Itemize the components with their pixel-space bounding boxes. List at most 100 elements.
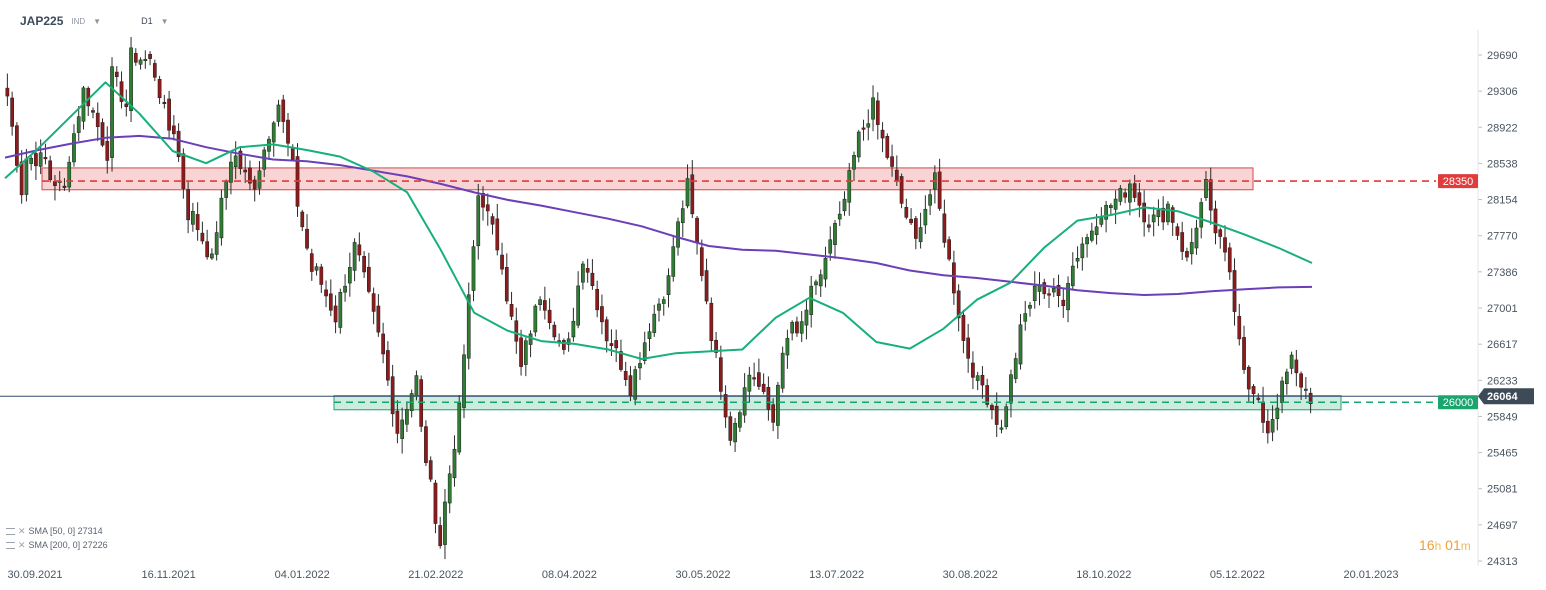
candle[interactable] <box>823 246 828 288</box>
candle[interactable] <box>595 280 600 318</box>
candle[interactable] <box>324 280 328 308</box>
candle[interactable] <box>523 337 528 377</box>
candle[interactable] <box>1109 203 1113 215</box>
candle[interactable] <box>790 320 795 341</box>
candle[interactable] <box>100 118 105 148</box>
candle[interactable] <box>395 400 400 444</box>
candle[interactable] <box>362 251 366 278</box>
candle[interactable] <box>138 57 143 70</box>
resistance-price-badge[interactable]: 28350 <box>1438 174 1478 189</box>
candle[interactable] <box>828 226 833 261</box>
candle[interactable] <box>1089 222 1094 243</box>
candle[interactable] <box>267 136 271 161</box>
candle[interactable] <box>657 298 661 322</box>
candle[interactable] <box>804 299 809 340</box>
candle[interactable] <box>961 309 966 354</box>
candle[interactable] <box>447 465 452 514</box>
candle[interactable] <box>723 385 728 428</box>
candle[interactable] <box>152 59 157 82</box>
candle[interactable] <box>614 329 619 363</box>
candle[interactable] <box>443 489 447 560</box>
candle[interactable] <box>438 516 443 549</box>
timeframe-dropdown-icon[interactable]: ▼ <box>160 16 169 26</box>
candle[interactable] <box>1289 351 1294 375</box>
candle[interactable] <box>1123 188 1127 204</box>
candle[interactable] <box>562 338 566 355</box>
candle[interactable] <box>243 156 248 183</box>
candle[interactable] <box>67 156 72 193</box>
candle[interactable] <box>1161 196 1166 231</box>
candle[interactable] <box>538 296 542 311</box>
candle[interactable] <box>604 316 609 353</box>
candle[interactable] <box>1213 200 1218 245</box>
candle[interactable] <box>818 269 823 297</box>
candle[interactable] <box>913 215 918 250</box>
candle[interactable] <box>1066 276 1070 323</box>
candle[interactable] <box>1294 349 1299 387</box>
candle[interactable] <box>1137 182 1142 218</box>
candle[interactable] <box>547 298 552 330</box>
candle[interactable] <box>661 296 666 316</box>
candle[interactable] <box>619 339 623 372</box>
candle[interactable] <box>928 189 932 216</box>
candle[interactable] <box>628 366 633 402</box>
candle[interactable] <box>866 109 871 141</box>
candle[interactable] <box>210 248 214 260</box>
candle[interactable] <box>333 295 338 334</box>
candle[interactable] <box>367 252 371 294</box>
candle[interactable] <box>95 102 100 142</box>
candle[interactable] <box>29 154 34 171</box>
candle[interactable] <box>842 191 847 216</box>
candle[interactable] <box>91 107 95 119</box>
candle[interactable] <box>1032 271 1037 309</box>
candle[interactable] <box>462 344 466 419</box>
support-price-badge[interactable]: 26000 <box>1438 395 1478 410</box>
candle[interactable] <box>918 212 923 249</box>
candle[interactable] <box>181 148 186 199</box>
candle[interactable] <box>947 236 951 262</box>
candle[interactable] <box>952 250 956 305</box>
candle[interactable] <box>742 373 747 423</box>
candle[interactable] <box>837 201 842 226</box>
candle[interactable] <box>899 173 904 209</box>
candle[interactable] <box>966 323 971 373</box>
candle[interactable] <box>980 366 985 399</box>
candle[interactable] <box>319 263 324 293</box>
candle[interactable] <box>633 365 638 406</box>
candle[interactable] <box>1275 393 1280 431</box>
candle[interactable] <box>714 331 718 359</box>
sma200-line[interactable] <box>4 134 1313 296</box>
candle[interactable] <box>471 240 476 302</box>
candle[interactable] <box>718 345 723 400</box>
candle[interactable] <box>1018 313 1023 370</box>
candle[interactable] <box>1251 384 1256 404</box>
candle[interactable] <box>1223 225 1227 262</box>
candle[interactable] <box>305 214 309 251</box>
candle[interactable] <box>129 36 133 122</box>
candle[interactable] <box>680 200 685 238</box>
candle[interactable] <box>971 351 975 390</box>
resistance-zone[interactable] <box>41 167 1254 191</box>
candle[interactable] <box>1023 300 1028 331</box>
candle[interactable] <box>200 221 205 245</box>
candle[interactable] <box>509 291 514 321</box>
candle[interactable] <box>1013 352 1018 384</box>
candle[interactable] <box>904 198 909 220</box>
candle[interactable] <box>871 85 875 132</box>
candle[interactable] <box>771 398 776 432</box>
candle[interactable] <box>15 122 19 173</box>
candle[interactable] <box>76 106 81 141</box>
candle[interactable] <box>233 141 238 180</box>
candle[interactable] <box>371 287 376 325</box>
candle[interactable] <box>557 333 561 347</box>
candle[interactable] <box>105 126 110 174</box>
candle[interactable] <box>376 294 381 337</box>
legend-sma50[interactable]: ✕ SMA [50, 0] 27314 <box>6 524 108 538</box>
candle[interactable] <box>485 193 490 226</box>
candle[interactable] <box>43 143 48 165</box>
candle[interactable] <box>257 161 262 195</box>
candle[interactable] <box>347 252 352 297</box>
candle[interactable] <box>19 150 24 204</box>
candle[interactable] <box>795 316 799 337</box>
candle[interactable] <box>581 261 585 290</box>
